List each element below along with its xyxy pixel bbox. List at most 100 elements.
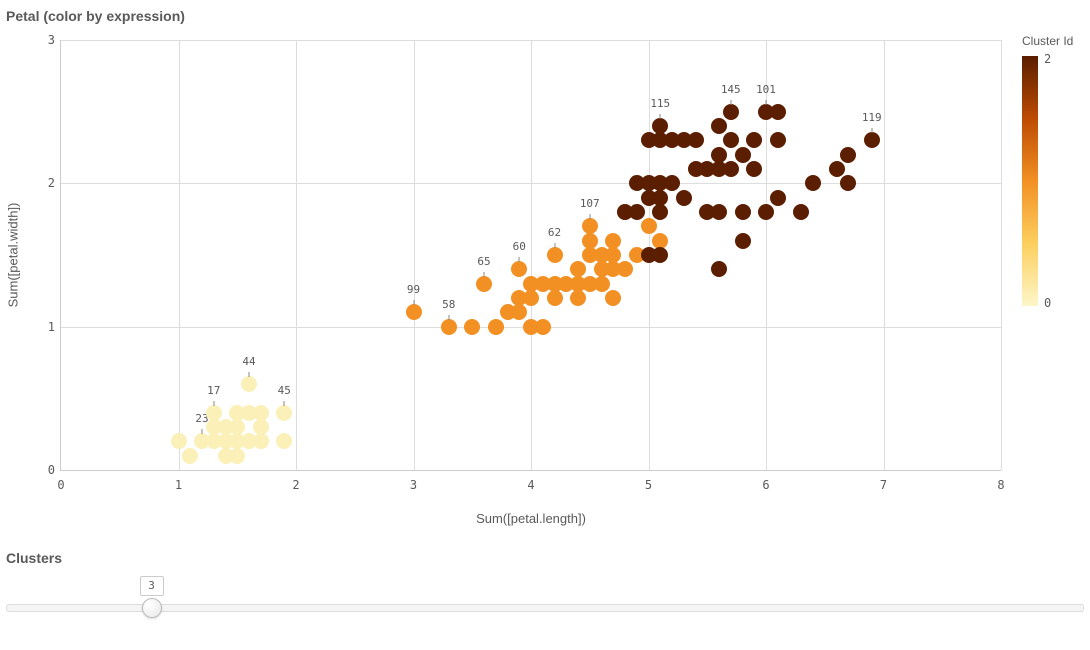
scatter-point[interactable] — [406, 304, 422, 320]
point-label-tick — [660, 114, 661, 119]
legend-title: Cluster Id — [1022, 34, 1082, 48]
point-label-tick — [284, 401, 285, 406]
legend-gradient — [1022, 56, 1038, 306]
scatter-point[interactable] — [241, 376, 257, 392]
scatter-point[interactable] — [511, 304, 527, 320]
scatter-point[interactable] — [793, 204, 809, 220]
scatter-point[interactable] — [746, 161, 762, 177]
scatter-point[interactable] — [605, 290, 621, 306]
plot-area[interactable]: Sum([petal.length]) Sum([petal.width]) 0… — [60, 40, 1001, 471]
scatter-point[interactable] — [547, 290, 563, 306]
y-axis-label: Sum([petal.width]) — [6, 203, 21, 308]
scatter-point[interactable] — [746, 132, 762, 148]
scatter-point[interactable] — [770, 190, 786, 206]
scatter-point[interactable] — [629, 204, 645, 220]
scatter-point[interactable] — [723, 161, 739, 177]
scatter-point[interactable] — [182, 448, 198, 464]
x-axis-label: Sum([petal.length]) — [476, 511, 586, 526]
scatter-point[interactable] — [570, 261, 586, 277]
slider-track[interactable] — [6, 604, 1084, 612]
y-tick: 1 — [31, 320, 55, 334]
scatter-point[interactable] — [523, 290, 539, 306]
scatter-point[interactable] — [229, 448, 245, 464]
point-label-tick — [484, 272, 485, 277]
scatter-point[interactable] — [229, 419, 245, 435]
scatter-point[interactable] — [171, 433, 187, 449]
point-label: 145 — [721, 83, 741, 96]
point-label: 60 — [513, 240, 526, 253]
scatter-point[interactable] — [488, 319, 504, 335]
scatter-point[interactable] — [840, 147, 856, 163]
scatter-point[interactable] — [441, 319, 457, 335]
scatter-point[interactable] — [735, 147, 751, 163]
point-label-tick — [554, 243, 555, 248]
scatter-point[interactable] — [758, 204, 774, 220]
scatter-point[interactable] — [864, 132, 880, 148]
clusters-slider-block: Clusters 3 — [6, 550, 1084, 616]
scatter-point[interactable] — [476, 276, 492, 292]
legend-min-label: 0 — [1044, 296, 1051, 310]
x-tick: 8 — [997, 478, 1004, 492]
scatter-point[interactable] — [594, 276, 610, 292]
scatter-point[interactable] — [770, 132, 786, 148]
scatter-point[interactable] — [652, 204, 668, 220]
scatter-point[interactable] — [829, 161, 845, 177]
point-label: 101 — [756, 83, 776, 96]
scatter-point[interactable] — [735, 233, 751, 249]
scatter-point[interactable] — [723, 104, 739, 120]
point-label-tick — [730, 100, 731, 105]
point-label: 58 — [442, 298, 455, 311]
scatter-point[interactable] — [840, 175, 856, 191]
point-label: 65 — [477, 255, 490, 268]
scatter-point[interactable] — [805, 175, 821, 191]
scatter-point[interactable] — [664, 175, 680, 191]
scatter-point[interactable] — [276, 433, 292, 449]
x-tick: 6 — [762, 478, 769, 492]
scatter-point[interactable] — [253, 433, 269, 449]
scatter-point[interactable] — [464, 319, 480, 335]
scatter-point[interactable] — [652, 118, 668, 134]
scatter-point[interactable] — [770, 104, 786, 120]
point-label-tick — [448, 315, 449, 320]
scatter-point[interactable] — [253, 405, 269, 421]
scatter-point[interactable] — [253, 419, 269, 435]
x-tick: 0 — [57, 478, 64, 492]
x-tick: 4 — [527, 478, 534, 492]
y-tick: 2 — [31, 176, 55, 190]
point-label-tick — [413, 300, 414, 305]
gridline-v — [1001, 40, 1002, 470]
scatter-point[interactable] — [652, 190, 668, 206]
point-label-tick — [766, 100, 767, 105]
scatter-point[interactable] — [605, 247, 621, 263]
scatter-point[interactable] — [511, 261, 527, 277]
slider-control[interactable]: 3 — [6, 576, 1084, 616]
scatter-point[interactable] — [206, 405, 222, 421]
scatter-point[interactable] — [676, 190, 692, 206]
slider-value: 3 — [140, 576, 164, 596]
scatter-point[interactable] — [570, 290, 586, 306]
scatter-point[interactable] — [605, 233, 621, 249]
scatter-point[interactable] — [711, 147, 727, 163]
scatter-point[interactable] — [547, 247, 563, 263]
point-label-tick — [249, 372, 250, 377]
point-label: 62 — [548, 226, 561, 239]
scatter-point[interactable] — [711, 204, 727, 220]
scatter-point[interactable] — [735, 204, 751, 220]
scatter-point[interactable] — [688, 132, 704, 148]
point-label: 107 — [580, 197, 600, 210]
scatter-point[interactable] — [582, 233, 598, 249]
chart-title: Petal (color by expression) — [6, 8, 185, 24]
scatter-point[interactable] — [641, 218, 657, 234]
point-label-tick — [519, 257, 520, 262]
scatter-point[interactable] — [711, 118, 727, 134]
scatter-point[interactable] — [276, 405, 292, 421]
scatter-point[interactable] — [617, 261, 633, 277]
scatter-point[interactable] — [723, 132, 739, 148]
scatter-point[interactable] — [535, 319, 551, 335]
scatter-point[interactable] — [652, 247, 668, 263]
gridline-v — [296, 40, 297, 470]
slider-thumb[interactable] — [142, 598, 162, 618]
scatter-point[interactable] — [582, 218, 598, 234]
scatter-point[interactable] — [711, 261, 727, 277]
point-label: 99 — [407, 283, 420, 296]
